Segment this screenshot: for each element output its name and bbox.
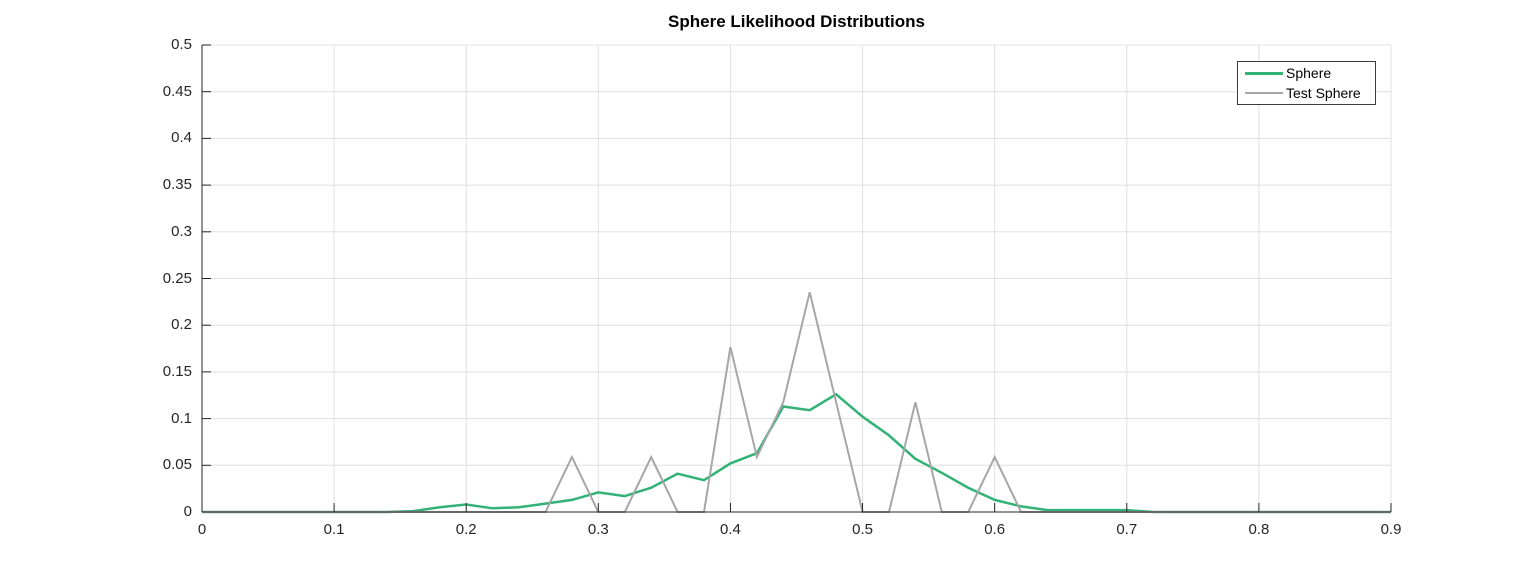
x-tick-label: 0.9: [1380, 521, 1402, 538]
x-tick-label: 0.7: [1116, 521, 1138, 538]
y-tick-label: 0: [183, 503, 192, 520]
y-tick-label: 0.35: [162, 176, 192, 194]
x-tick-label: 0.8: [1248, 521, 1270, 538]
legend-label-test-sphere: Test Sphere: [1286, 85, 1361, 101]
legend-entry-sphere: Sphere: [1245, 64, 1375, 82]
x-tick-label: 0.4: [720, 521, 741, 538]
y-tick-label: 0.45: [162, 82, 192, 100]
y-tick-label: 0.1: [171, 409, 192, 427]
x-tick-label: 0.6: [984, 521, 1006, 538]
y-tick-label: 0.05: [162, 456, 192, 474]
y-tick-label: 0.5: [171, 36, 192, 53]
chart-title: Sphere Likelihood Distributions: [668, 12, 925, 31]
y-tick-label: 0.4: [171, 129, 192, 147]
legend-box: Sphere Test Sphere: [1237, 61, 1376, 105]
y-tick-label: 0.15: [162, 362, 192, 380]
y-tick-label: 0.25: [162, 269, 192, 287]
x-tick-label: 0.1: [323, 521, 345, 538]
y-tick-label: 0.3: [171, 222, 192, 240]
series-sphere: [202, 392, 1391, 514]
x-tick-label: 0.5: [852, 521, 873, 538]
legend-label-sphere: Sphere: [1286, 65, 1332, 81]
legend-line-sample-sphere: [1245, 71, 1283, 75]
x-tick-label: 0: [197, 521, 207, 538]
y-tick-label: 0.2: [171, 316, 192, 334]
legend-line-sample-test-sphere: [1245, 92, 1283, 94]
x-tick-label: 0.3: [587, 521, 609, 538]
legend-entry-test-sphere: Test Sphere: [1245, 84, 1375, 102]
x-tick-label: 0.2: [455, 521, 477, 538]
